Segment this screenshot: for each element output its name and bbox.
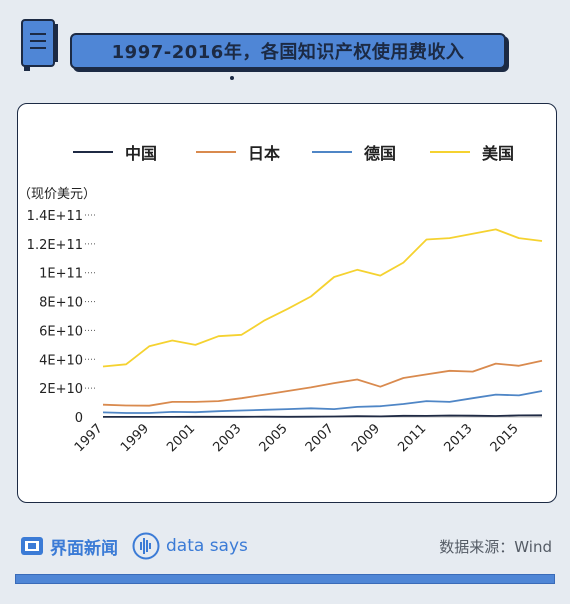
line-chart: 中国 日本 德国 美国 （现价美元） 0 2E+10 4E+10 6E+10 8E+10 1E+11…	[18, 144, 543, 455]
x-tick-label: 1997	[72, 421, 106, 455]
brand-name: 界面新闻	[50, 538, 118, 559]
jiemian-logo-icon	[21, 537, 43, 555]
series-line	[103, 414, 543, 418]
x-tick-label: 2001	[164, 421, 198, 455]
y-tick-label: 2E+10	[39, 382, 83, 397]
series-line	[102, 390, 543, 414]
y-tick-label: 8E+10	[39, 296, 83, 311]
x-tick-label: 1999	[118, 421, 152, 455]
header-book-icon	[21, 19, 58, 71]
bottom-bar	[15, 574, 555, 584]
y-tick-label: 6E+10	[39, 324, 83, 339]
series-line	[102, 359, 543, 407]
x-tick-label: 2009	[349, 421, 383, 455]
y-tick-label: 1E+11	[39, 267, 83, 282]
y-tick-label: 4E+10	[39, 353, 83, 368]
chart-card: 中国 日本 德国 美国 （现价美元） 0 2E+10 4E+10 6E+10 8E+10 1E+11…	[17, 103, 557, 503]
y-tick-label: 1.2E+11	[27, 238, 83, 253]
legend-label: 中国	[125, 144, 157, 163]
y-tick-label: 1.4E+11	[27, 209, 83, 224]
series-line	[102, 228, 543, 368]
y-tick-label: 0	[75, 411, 83, 426]
data-says-label: data says	[166, 536, 248, 556]
x-tick-label: 2003	[210, 421, 244, 455]
x-tick-label: 2011	[395, 421, 429, 455]
x-tick-label: 2007	[303, 421, 337, 455]
x-tick-label: 2015	[488, 421, 522, 455]
legend-label: 美国	[482, 144, 514, 163]
decor-dot	[230, 76, 234, 80]
data-says-logo-icon	[132, 532, 160, 560]
page-title: 1997-2016年，各国知识产权使用费收入	[70, 33, 506, 69]
x-tick-label: 2005	[257, 421, 291, 455]
legend-label: 日本	[248, 144, 280, 163]
data-source: 数据来源：Wind	[439, 538, 552, 556]
legend-label: 德国	[364, 144, 396, 163]
y-unit-label: （现价美元）	[18, 187, 96, 202]
x-tick-label: 2013	[442, 421, 476, 455]
footer-brand: 界面新闻 data says	[20, 532, 248, 560]
